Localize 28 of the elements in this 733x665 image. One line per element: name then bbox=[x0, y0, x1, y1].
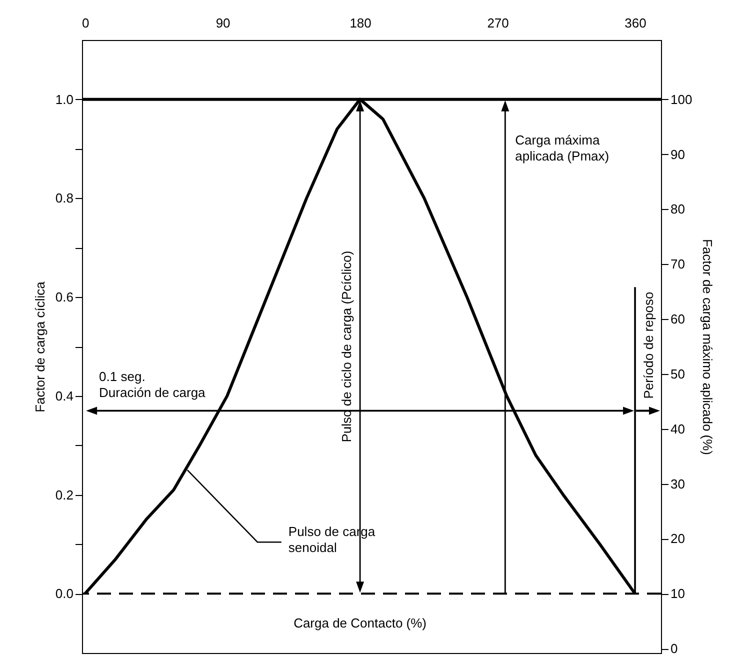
y-tick-label: 0.2 bbox=[55, 487, 74, 502]
x-tick-label: 0 bbox=[82, 16, 90, 30]
y2-tick-label: 90 bbox=[670, 146, 685, 162]
annotation: Período de reposo bbox=[641, 292, 656, 399]
y2-tick-label: 30 bbox=[670, 476, 685, 492]
y-tick-label: 1.0 bbox=[55, 92, 74, 107]
y2-tick-label: 20 bbox=[670, 531, 685, 546]
y-axis-title: Factor de carga cíclica bbox=[32, 280, 48, 412]
y2-tick-label: 80 bbox=[670, 202, 685, 217]
y-tick-label: 0.8 bbox=[55, 190, 74, 206]
y2-tick-label: 10 bbox=[670, 586, 685, 602]
y2-tick-label: 70 bbox=[670, 256, 685, 272]
y-tick-label: 0.6 bbox=[55, 290, 74, 305]
annotation: Carga máxima aplicada (Pmax) bbox=[515, 132, 610, 164]
x-tick-label: 180 bbox=[350, 16, 372, 30]
annotation: Carga de Contacto (%) bbox=[294, 616, 427, 631]
y-tick-label: 0.4 bbox=[55, 388, 74, 404]
y2-axis-title: Factor de carga máximo aplicado (%) bbox=[700, 238, 716, 456]
y2-tick-label: 60 bbox=[670, 312, 685, 327]
annotation: 0.1 seg. Duración de carga bbox=[99, 368, 206, 400]
y2-tick-label: 0 bbox=[670, 641, 678, 656]
y2-tick-label: 100 bbox=[670, 92, 692, 107]
y2-tick-label: 50 bbox=[670, 366, 685, 382]
x-tick-label: 360 bbox=[624, 16, 646, 30]
y-tick-label: 0.0 bbox=[55, 586, 74, 602]
x-tick-label: 90 bbox=[216, 16, 230, 30]
y2-tick-label: 40 bbox=[670, 421, 685, 436]
x-tick-label: 270 bbox=[487, 16, 509, 30]
